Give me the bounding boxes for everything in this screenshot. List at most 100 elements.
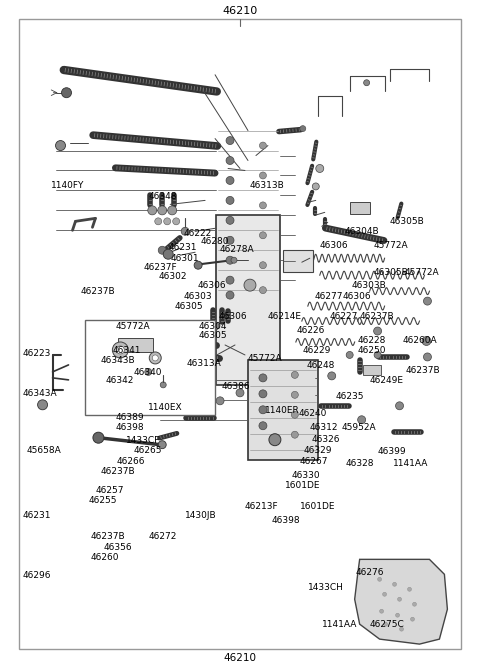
Text: 46260A: 46260A bbox=[403, 337, 437, 345]
Circle shape bbox=[226, 237, 234, 244]
Text: 46237B: 46237B bbox=[100, 467, 135, 476]
Text: 46250: 46250 bbox=[358, 347, 386, 355]
Circle shape bbox=[112, 342, 128, 358]
Text: 46255: 46255 bbox=[88, 496, 117, 505]
Circle shape bbox=[328, 372, 336, 380]
Text: 46306: 46306 bbox=[320, 241, 348, 250]
Circle shape bbox=[173, 218, 180, 225]
Circle shape bbox=[300, 126, 306, 132]
Text: 46237B: 46237B bbox=[90, 532, 125, 541]
Text: 46356: 46356 bbox=[103, 543, 132, 552]
Text: 46341: 46341 bbox=[112, 347, 141, 355]
Text: 46342: 46342 bbox=[106, 376, 134, 385]
Text: 46328: 46328 bbox=[346, 459, 374, 468]
Text: 45772A: 45772A bbox=[373, 241, 408, 250]
Text: 1141AA: 1141AA bbox=[322, 620, 357, 629]
Circle shape bbox=[158, 206, 167, 215]
Text: 46303: 46303 bbox=[183, 292, 212, 300]
Text: 46213F: 46213F bbox=[245, 502, 278, 511]
Bar bbox=[350, 202, 370, 214]
Circle shape bbox=[364, 80, 370, 86]
Text: 45772A: 45772A bbox=[405, 267, 439, 277]
Circle shape bbox=[93, 432, 104, 444]
Circle shape bbox=[152, 355, 158, 361]
Circle shape bbox=[149, 352, 161, 364]
Circle shape bbox=[410, 617, 415, 621]
Circle shape bbox=[226, 196, 234, 204]
Circle shape bbox=[260, 287, 266, 294]
Circle shape bbox=[291, 372, 299, 378]
Text: 46389: 46389 bbox=[115, 413, 144, 422]
Circle shape bbox=[408, 587, 411, 591]
Circle shape bbox=[397, 597, 402, 601]
Text: 46267: 46267 bbox=[300, 457, 328, 466]
Circle shape bbox=[260, 261, 266, 269]
Circle shape bbox=[423, 353, 432, 361]
Text: 46301: 46301 bbox=[170, 254, 199, 263]
Text: 46306: 46306 bbox=[197, 281, 226, 290]
Circle shape bbox=[155, 218, 162, 225]
Circle shape bbox=[396, 613, 399, 617]
Text: 46237F: 46237F bbox=[144, 263, 177, 271]
Text: 46260: 46260 bbox=[90, 553, 119, 562]
Circle shape bbox=[291, 391, 299, 398]
Text: 1430JB: 1430JB bbox=[185, 511, 217, 520]
Circle shape bbox=[412, 602, 417, 606]
Text: 46399: 46399 bbox=[378, 447, 406, 456]
Text: 46214E: 46214E bbox=[268, 312, 302, 321]
Circle shape bbox=[211, 322, 219, 330]
Text: 45772A: 45772A bbox=[248, 354, 283, 364]
Circle shape bbox=[168, 206, 177, 215]
Circle shape bbox=[373, 327, 382, 335]
Circle shape bbox=[180, 370, 190, 378]
Text: 1141AA: 1141AA bbox=[393, 459, 428, 468]
Circle shape bbox=[259, 422, 267, 429]
Text: 46277: 46277 bbox=[315, 292, 343, 300]
Circle shape bbox=[269, 433, 281, 446]
Text: 46330: 46330 bbox=[292, 471, 321, 480]
Circle shape bbox=[226, 256, 234, 264]
Circle shape bbox=[145, 368, 152, 376]
Circle shape bbox=[194, 261, 202, 269]
Text: 46223: 46223 bbox=[23, 349, 51, 358]
Circle shape bbox=[291, 431, 299, 438]
Text: 46272: 46272 bbox=[148, 532, 177, 541]
Circle shape bbox=[111, 345, 120, 354]
Text: 46326: 46326 bbox=[312, 435, 340, 444]
Text: 46398: 46398 bbox=[272, 516, 300, 525]
Bar bbox=[118, 338, 153, 352]
Text: 46237B: 46237B bbox=[406, 366, 440, 376]
Text: 46305B: 46305B bbox=[390, 217, 424, 226]
Text: 46249E: 46249E bbox=[370, 376, 404, 385]
Text: 46303B: 46303B bbox=[352, 281, 386, 290]
Circle shape bbox=[393, 582, 396, 586]
Text: 46306: 46306 bbox=[343, 292, 372, 300]
Circle shape bbox=[167, 360, 177, 370]
Circle shape bbox=[244, 279, 256, 291]
Text: 46329: 46329 bbox=[304, 446, 332, 455]
Circle shape bbox=[260, 142, 266, 149]
Text: 46227: 46227 bbox=[330, 312, 358, 321]
Text: 46229: 46229 bbox=[303, 347, 331, 355]
Text: 46305: 46305 bbox=[198, 331, 227, 341]
Circle shape bbox=[226, 136, 234, 144]
Circle shape bbox=[148, 206, 157, 215]
Circle shape bbox=[226, 157, 234, 165]
Text: 46398: 46398 bbox=[115, 423, 144, 432]
Text: 46348: 46348 bbox=[148, 192, 177, 201]
Circle shape bbox=[374, 351, 381, 358]
Text: 46306: 46306 bbox=[218, 312, 247, 321]
Text: 46231: 46231 bbox=[168, 243, 197, 252]
Bar bbox=[248, 360, 318, 460]
Text: 1140ER: 1140ER bbox=[265, 407, 300, 415]
Text: 1140FY: 1140FY bbox=[50, 181, 84, 190]
Text: 46313B: 46313B bbox=[250, 181, 285, 190]
Circle shape bbox=[399, 627, 404, 631]
Bar bbox=[363, 365, 381, 375]
Circle shape bbox=[358, 416, 366, 424]
Circle shape bbox=[422, 337, 431, 345]
Circle shape bbox=[158, 246, 166, 254]
Text: 46343A: 46343A bbox=[23, 389, 57, 398]
Circle shape bbox=[181, 227, 189, 235]
Text: 46240: 46240 bbox=[299, 409, 327, 418]
